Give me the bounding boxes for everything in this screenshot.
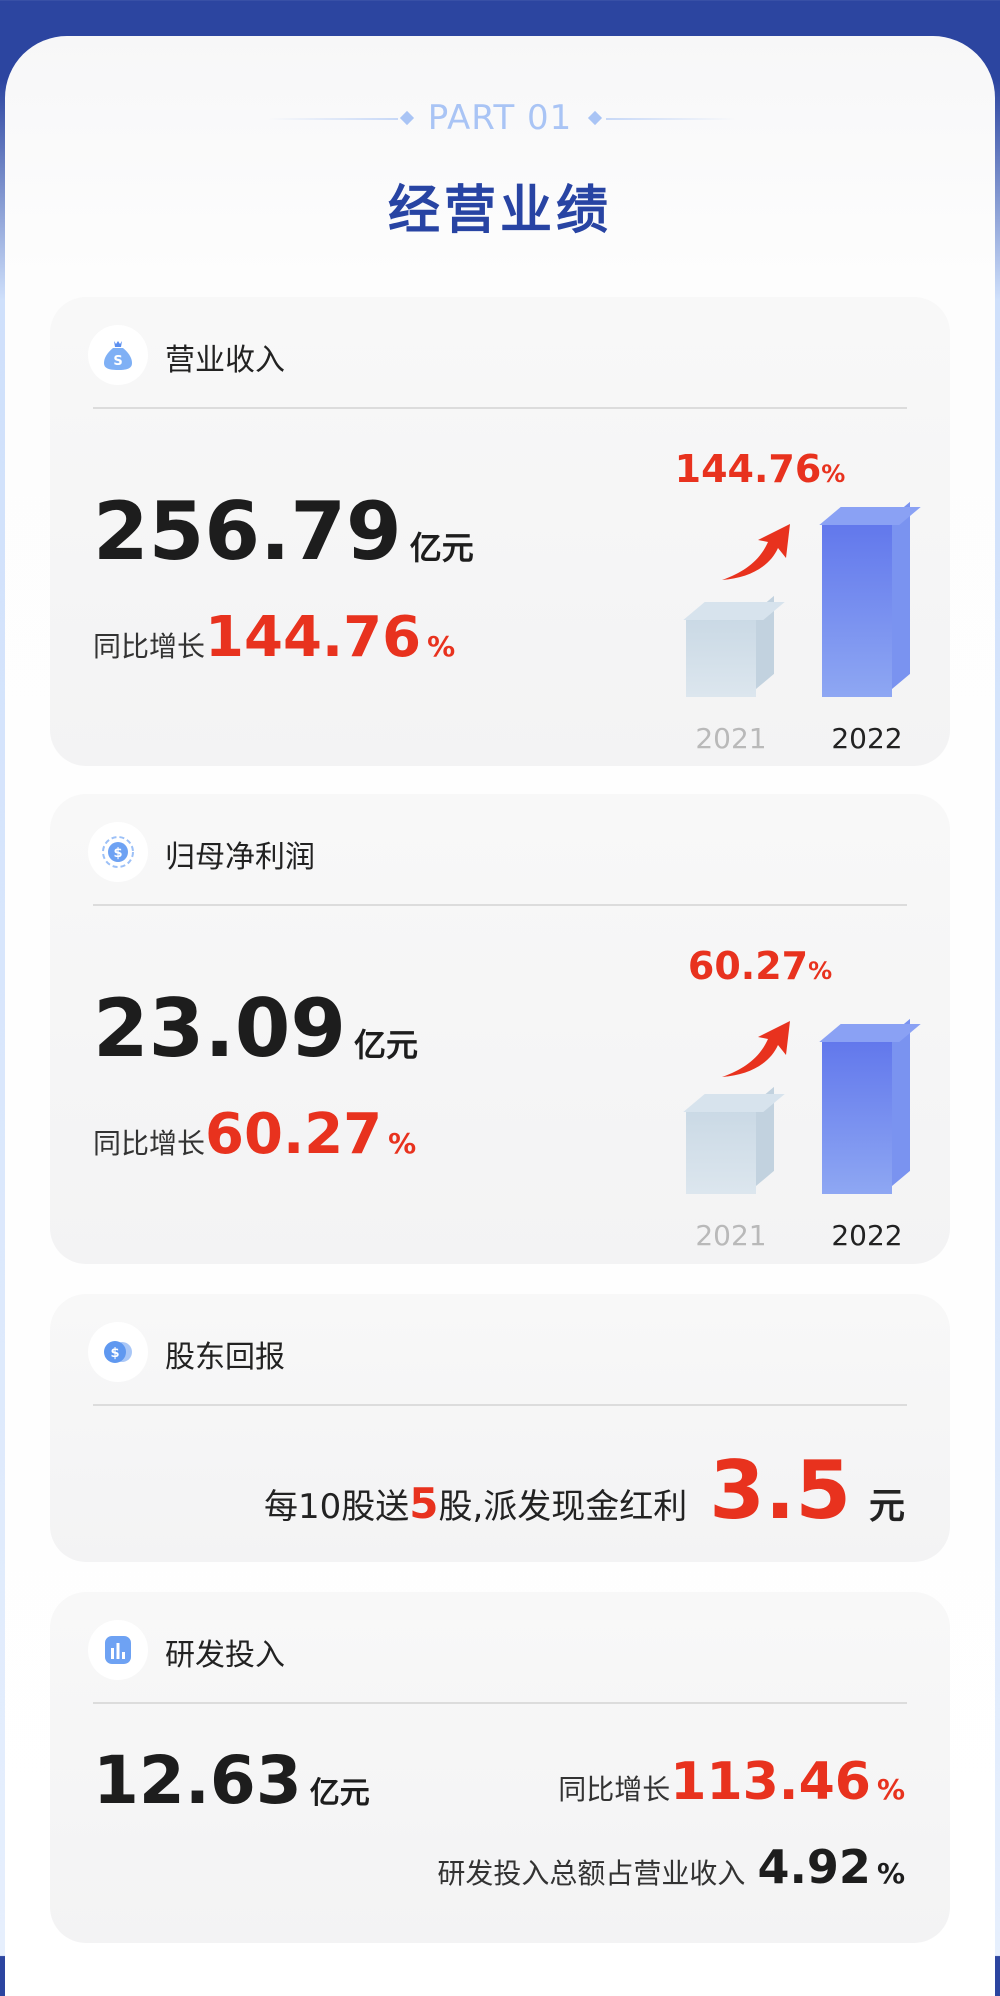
- percent-sign: %: [808, 957, 833, 985]
- yoy-label: 同比增长: [558, 1773, 671, 1806]
- up-arrow-icon: [722, 1021, 790, 1077]
- divider: [93, 1404, 907, 1406]
- growth-label: 60.27%: [610, 944, 910, 988]
- growth-label: 144.76%: [610, 447, 910, 491]
- cash-dividend: 3.5: [709, 1444, 851, 1537]
- bar-2022: [819, 1018, 921, 1194]
- percent-sign: %: [388, 1127, 417, 1160]
- rnd-value: 12.63: [93, 1742, 302, 1819]
- year-label: 2022: [831, 1219, 903, 1252]
- card-title: 研发投入: [165, 1638, 285, 1673]
- rnd-card: 研发投入 12.63 亿元 同比增长 113.46% 研发投入总额占营业收入 4.92…: [50, 1592, 950, 1943]
- svg-text:S: S: [113, 354, 122, 369]
- divider: [93, 1702, 907, 1704]
- bar-chart-icon: [88, 1620, 148, 1680]
- yoy-value: 144.76: [205, 605, 422, 670]
- bar-2022: [819, 501, 921, 697]
- percent-sign: %: [821, 460, 846, 488]
- unit: 亿元: [354, 1026, 419, 1064]
- yoy-label: 同比增长: [93, 1127, 206, 1160]
- coins-icon: $: [88, 1322, 148, 1382]
- divider: [93, 904, 907, 906]
- growth-value: 144.76: [674, 447, 822, 491]
- year-label: 2021: [695, 722, 767, 755]
- yoy-value: 60.27: [205, 1102, 383, 1167]
- bar-2021: [683, 1086, 785, 1194]
- yoy-label: 同比增长: [93, 630, 206, 663]
- growth-chart: 60.27% 2021 2022: [610, 924, 921, 1264]
- svg-text:$: $: [113, 846, 122, 861]
- decor-line: [268, 118, 398, 120]
- coin-cycle-icon: $: [88, 822, 148, 882]
- revenue-card: S 营业收入 256.79 亿元 同比增长144.76% 144.76% 2021…: [50, 297, 950, 766]
- ratio-value: 4.92: [757, 1840, 871, 1894]
- bar-2021: [683, 595, 785, 697]
- unit: 元: [868, 1486, 905, 1527]
- ratio-label: 研发投入总额占营业收入: [437, 1857, 746, 1890]
- card-title: 营业收入: [165, 343, 285, 378]
- up-arrow-icon: [722, 524, 790, 580]
- part-label: PART 01: [427, 98, 573, 138]
- year-label: 2022: [831, 722, 903, 755]
- dividend-text: 股,派发现金红利: [438, 1487, 688, 1527]
- percent-sign: %: [427, 630, 456, 663]
- dividend-text: 每10股送: [263, 1487, 410, 1527]
- card-title: 股东回报: [165, 1340, 285, 1375]
- percent-sign: %: [876, 1773, 905, 1806]
- unit: 亿元: [409, 529, 474, 567]
- card-title: 归母净利润: [165, 840, 315, 875]
- year-label: 2021: [695, 1219, 767, 1252]
- yoy-value: 113.46: [670, 1752, 871, 1812]
- money-bag-icon: S: [88, 325, 148, 385]
- net-profit-value: 23.09: [93, 982, 347, 1075]
- net-profit-card: $ 归母净利润 23.09 亿元 同比增长60.27% 60.27% 2021 2…: [50, 794, 950, 1264]
- unit: 亿元: [309, 1776, 370, 1811]
- bonus-shares: 5: [409, 1479, 439, 1528]
- divider: [93, 407, 907, 409]
- growth-value: 60.27: [687, 944, 809, 988]
- percent-sign: %: [876, 1857, 905, 1890]
- growth-chart: 144.76% 2021 2022: [610, 427, 921, 767]
- decor-line: [606, 118, 736, 120]
- page-title: 经营业绩: [387, 181, 612, 241]
- dividend-card: $ 股东回报 每10股送 5 股,派发现金红利 3.5 元: [50, 1294, 950, 1562]
- svg-text:$: $: [110, 1346, 119, 1361]
- revenue-value: 256.79: [93, 485, 402, 578]
